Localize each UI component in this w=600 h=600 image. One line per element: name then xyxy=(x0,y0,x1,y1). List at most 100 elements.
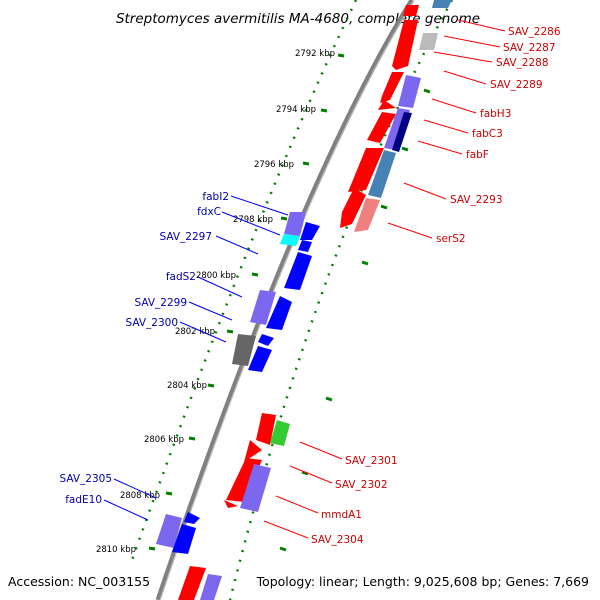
gene-arrow[interactable] xyxy=(298,240,312,252)
tick-mark xyxy=(337,53,345,58)
gene-arrow[interactable] xyxy=(172,524,196,554)
tick-label: 2802 kbp xyxy=(175,327,215,337)
gene-label[interactable]: fabF xyxy=(466,149,489,161)
gene-label[interactable]: SAV_2288 xyxy=(496,57,549,69)
tick-mark xyxy=(325,396,333,402)
leader-line xyxy=(457,19,506,32)
gene-arrow[interactable] xyxy=(300,222,320,240)
gene-arrow[interactable] xyxy=(250,290,276,325)
gene-label[interactable]: SAV_2299 xyxy=(134,297,187,309)
gene-label[interactable]: fdxC xyxy=(197,206,221,218)
tick-mark xyxy=(188,436,196,441)
tick-mark xyxy=(165,491,173,496)
gene-label[interactable]: fadS2 xyxy=(166,271,196,283)
leader-line xyxy=(387,222,433,239)
gene-arrow[interactable] xyxy=(392,112,412,152)
dotted-guide-left xyxy=(130,0,358,561)
tick-labels: 2792 kbp 2794 kbp 2796 kbp 2798 kbp 2800… xyxy=(96,49,335,555)
gene-arrow[interactable] xyxy=(368,150,396,198)
tick-label: 2806 kbp xyxy=(144,435,184,445)
gene-arrow[interactable] xyxy=(266,296,292,330)
leader-line xyxy=(431,98,477,114)
accession-label: Accession: NC_003155 xyxy=(8,574,150,589)
genome-title: Streptomyces avermitilis MA-4680, comple… xyxy=(116,11,480,27)
tick-mark xyxy=(251,272,259,277)
gene-label[interactable]: SAV_2305 xyxy=(59,473,112,485)
gene-label[interactable]: SAV_2304 xyxy=(311,534,364,546)
gene-arrow[interactable] xyxy=(419,33,438,50)
gene-label[interactable]: fadE10 xyxy=(65,494,102,506)
gene-arrow[interactable] xyxy=(403,5,419,16)
gene-arrow[interactable] xyxy=(156,514,182,548)
gene-labels-right: SAV_2286 SAV_2287 SAV_2288 SAV_2289 fabH… xyxy=(311,26,561,546)
gene-arrow[interactable] xyxy=(378,100,396,110)
gene-label[interactable]: SAV_2300 xyxy=(125,317,178,329)
gene-arrow[interactable] xyxy=(178,566,206,600)
tick-label: 2796 kbp xyxy=(254,160,294,170)
gene-label[interactable]: SAV_2286 xyxy=(508,26,561,38)
leader-line xyxy=(403,182,447,200)
leader-line xyxy=(179,321,227,343)
gene-arrow[interactable] xyxy=(280,234,300,246)
leader-line xyxy=(221,211,281,236)
gene-arrow[interactable] xyxy=(184,512,200,524)
gene-arrow[interactable] xyxy=(354,198,380,232)
tick-mark xyxy=(279,546,287,552)
gene-label[interactable]: serS2 xyxy=(436,233,466,245)
gene-arrow[interactable] xyxy=(432,0,452,8)
gene-arrow[interactable] xyxy=(200,574,222,600)
gene-arrow[interactable] xyxy=(224,500,238,508)
leader-line xyxy=(113,478,157,499)
leader-line xyxy=(230,195,289,216)
gene-arrow[interactable] xyxy=(284,212,306,236)
gene-arrow[interactable] xyxy=(380,72,404,103)
gene-arrow[interactable] xyxy=(348,148,384,192)
gene-label[interactable]: fabI2 xyxy=(202,191,229,203)
tick-label: 2808 kbp xyxy=(120,491,160,501)
gene-arrow[interactable] xyxy=(256,413,276,445)
gene-arrow[interactable] xyxy=(340,188,366,228)
gene-arrow[interactable] xyxy=(270,420,290,446)
tick-label: 2810 kbp xyxy=(96,545,136,555)
leader-line xyxy=(423,119,469,134)
leader-line xyxy=(417,140,463,155)
gene-labels-left: fabI2 fdxC SAV_2297 fadS2 SAV_2299 SAV_2… xyxy=(59,191,229,506)
gene-label[interactable]: SAV_2287 xyxy=(503,42,556,54)
leader-line xyxy=(443,70,487,85)
gene-arrow[interactable] xyxy=(244,440,262,462)
gene-label[interactable]: SAV_2302 xyxy=(335,479,388,491)
gene-label[interactable]: SAV_2289 xyxy=(490,79,543,91)
leader-line xyxy=(275,495,319,514)
gene-label[interactable]: fabH3 xyxy=(480,108,511,120)
leader-lines-right xyxy=(263,19,506,539)
reverse-strand-genes xyxy=(156,212,320,554)
tick-label: 2800 kbp xyxy=(196,271,236,281)
gene-label[interactable]: fabC3 xyxy=(472,128,503,140)
gene-label[interactable]: SAV_2301 xyxy=(345,455,398,467)
gene-arrow[interactable] xyxy=(240,464,271,512)
tick-mark xyxy=(148,546,156,551)
leader-line xyxy=(443,35,501,48)
gene-arrow[interactable] xyxy=(284,252,312,290)
gene-arrow[interactable] xyxy=(398,75,421,108)
gene-arrow[interactable] xyxy=(232,334,256,366)
tick-label: 2804 kbp xyxy=(167,381,207,391)
tick-mark xyxy=(207,383,215,388)
gene-label[interactable]: mmdA1 xyxy=(321,509,362,521)
gene-arrow[interactable] xyxy=(248,346,272,372)
gene-label[interactable]: SAV_2297 xyxy=(159,231,212,243)
tick-mark xyxy=(320,108,328,113)
gene-arrow[interactable] xyxy=(392,20,418,70)
tick-label: 2798 kbp xyxy=(233,215,273,225)
tick-label: 2794 kbp xyxy=(276,105,316,115)
tick-mark xyxy=(226,329,234,334)
leader-line xyxy=(103,499,149,521)
topology-label: Topology: linear; Length: 9,025,608 bp; … xyxy=(256,574,589,589)
gene-arrow[interactable] xyxy=(367,112,396,143)
gene-arrow[interactable] xyxy=(258,334,274,346)
tick-mark xyxy=(423,88,431,94)
leader-line xyxy=(263,520,309,539)
gene-label[interactable]: SAV_2293 xyxy=(450,194,503,206)
tick-marks xyxy=(148,53,431,552)
leader-lines-left xyxy=(103,195,289,521)
